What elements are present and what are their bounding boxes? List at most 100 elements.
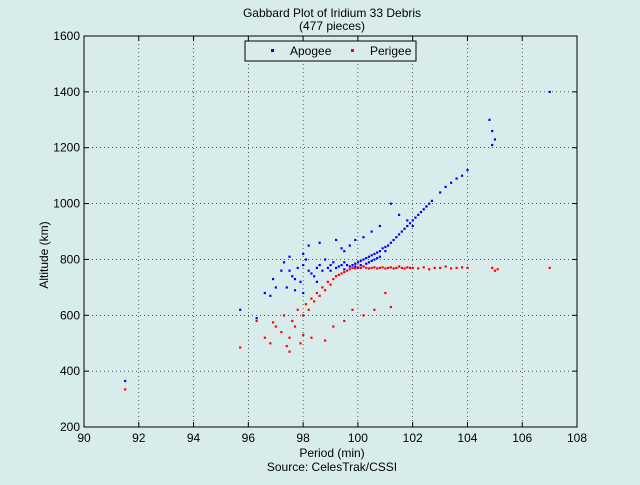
data-point-perigee bbox=[359, 266, 362, 270]
data-point-apogee bbox=[302, 264, 305, 267]
data-point-apogee bbox=[417, 213, 420, 216]
data-point-apogee bbox=[343, 261, 346, 264]
data-point-perigee bbox=[343, 270, 346, 274]
data-point-apogee bbox=[334, 238, 338, 242]
y-tick-label: 1000 bbox=[53, 197, 80, 211]
data-point-perigee bbox=[395, 266, 398, 270]
data-point-perigee bbox=[302, 333, 305, 337]
data-point-apogee bbox=[444, 185, 447, 189]
data-point-apogee bbox=[460, 174, 464, 177]
data-point-apogee bbox=[381, 247, 384, 250]
legend: Apogee Perigee bbox=[244, 40, 417, 62]
data-point-perigee bbox=[406, 266, 409, 269]
data-point-perigee bbox=[356, 266, 360, 269]
data-point-apogee bbox=[384, 245, 387, 249]
data-point-apogee bbox=[370, 259, 373, 263]
data-point-apogee bbox=[288, 255, 291, 258]
data-point-apogee bbox=[378, 255, 381, 258]
x-axis-ticks: 90 92 94 96 98 100 102 104 106 108 bbox=[77, 36, 587, 445]
data-point-apogee bbox=[348, 244, 351, 247]
data-point-perigee bbox=[343, 319, 346, 323]
y-tick-label: 400 bbox=[60, 364, 80, 378]
data-point-perigee bbox=[255, 319, 258, 323]
x-tick-label: 108 bbox=[567, 431, 587, 445]
grid-lines bbox=[84, 36, 577, 427]
y-tick-label: 800 bbox=[60, 252, 80, 266]
x-tick-label: 96 bbox=[242, 431, 256, 445]
data-point-perigee bbox=[274, 325, 277, 328]
data-point-apogee bbox=[493, 138, 497, 141]
data-point-apogee bbox=[269, 294, 272, 297]
data-point-apogee bbox=[274, 286, 277, 289]
data-point-apogee bbox=[362, 236, 365, 239]
data-point-apogee bbox=[362, 258, 365, 261]
data-point-apogee bbox=[373, 258, 376, 261]
data-point-perigee bbox=[408, 266, 412, 270]
data-point-perigee bbox=[444, 265, 447, 268]
data-point-apogee bbox=[422, 208, 425, 211]
data-point-perigee bbox=[296, 308, 299, 311]
data-point-apogee bbox=[324, 258, 327, 261]
x-tick-label: 102 bbox=[403, 431, 423, 445]
data-point-apogee bbox=[548, 90, 551, 94]
data-point-perigee bbox=[326, 280, 329, 283]
data-point-apogee bbox=[329, 269, 332, 272]
data-point-perigee bbox=[455, 266, 458, 270]
data-point-apogee bbox=[334, 266, 338, 270]
data-point-apogee bbox=[315, 280, 319, 283]
x-tick-label: 100 bbox=[348, 431, 368, 445]
data-point-perigee bbox=[285, 345, 288, 348]
data-point-apogee bbox=[367, 261, 371, 264]
data-point-apogee bbox=[411, 224, 414, 228]
plot-area bbox=[83, 35, 578, 428]
data-point-apogee bbox=[280, 269, 283, 272]
data-point-apogee bbox=[403, 227, 406, 230]
legend-label-perigee: Perigee bbox=[370, 44, 412, 58]
data-point-perigee bbox=[310, 336, 313, 339]
data-point-apogee bbox=[414, 216, 417, 219]
data-point-apogee bbox=[376, 257, 379, 260]
data-point-perigee bbox=[334, 275, 338, 278]
y-tick-label: 600 bbox=[60, 308, 80, 322]
y-axis-label: Altitude (km) bbox=[37, 221, 51, 288]
data-point-perigee bbox=[367, 267, 371, 270]
data-point-apogee bbox=[354, 262, 357, 265]
data-point-perigee bbox=[304, 303, 308, 306]
data-point-perigee bbox=[307, 308, 310, 311]
data-point-perigee bbox=[288, 336, 291, 339]
data-point-apogee bbox=[343, 250, 346, 253]
data-point-perigee bbox=[302, 314, 305, 317]
chart-subtitle: (477 pieces) bbox=[299, 19, 365, 33]
data-point-apogee bbox=[318, 241, 321, 244]
data-point-perigee bbox=[433, 266, 436, 270]
data-point-apogee bbox=[348, 265, 351, 268]
data-point-perigee bbox=[384, 291, 387, 295]
data-point-perigee bbox=[288, 350, 291, 353]
data-point-perigee bbox=[299, 342, 302, 345]
data-point-apogee bbox=[406, 219, 409, 222]
data-point-perigee bbox=[373, 308, 376, 311]
x-tick-label: 106 bbox=[512, 431, 532, 445]
data-point-perigee bbox=[403, 267, 406, 270]
data-point-apogee bbox=[359, 259, 362, 263]
data-point-apogee bbox=[384, 250, 387, 253]
data-point-apogee bbox=[430, 199, 434, 202]
data-point-perigee bbox=[400, 266, 403, 270]
data-point-apogee bbox=[318, 264, 321, 267]
data-point-perigee bbox=[291, 319, 294, 323]
data-point-apogee bbox=[302, 291, 305, 295]
data-point-apogee bbox=[354, 265, 357, 268]
data-point-perigee bbox=[387, 266, 390, 270]
data-point-perigee bbox=[548, 266, 551, 270]
data-point-perigee bbox=[439, 266, 442, 270]
x-tick-label: 94 bbox=[187, 431, 201, 445]
y-tick-label: 1400 bbox=[53, 85, 80, 99]
data-point-apogee bbox=[321, 269, 324, 272]
data-point-perigee bbox=[348, 268, 351, 271]
data-point-perigee bbox=[397, 265, 401, 268]
x-tick-label: 90 bbox=[77, 431, 91, 445]
data-point-perigee bbox=[381, 266, 384, 269]
data-point-perigee bbox=[389, 305, 392, 309]
